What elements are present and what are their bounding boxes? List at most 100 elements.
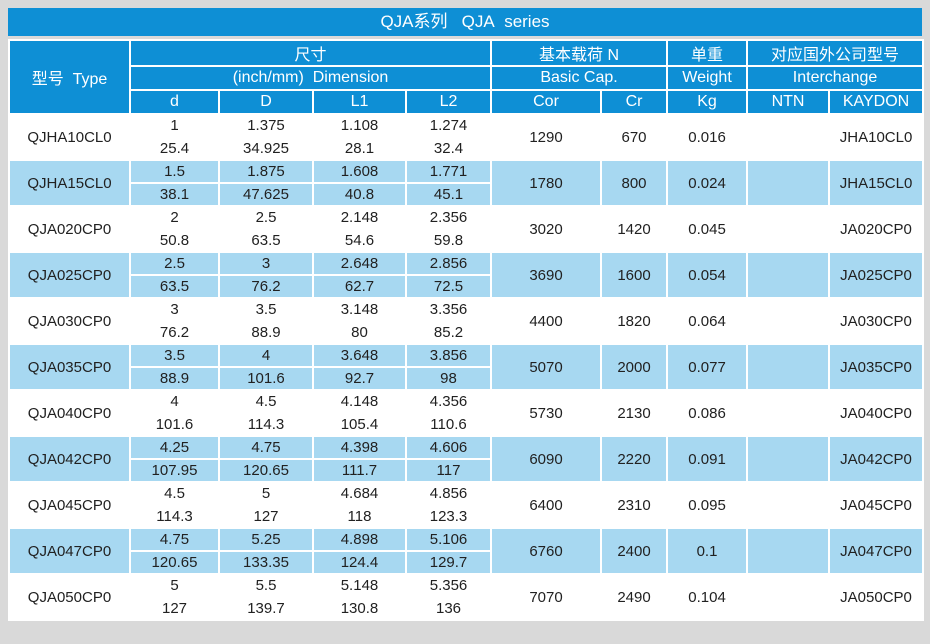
cell-cor: 4400 — [490, 297, 603, 345]
table-row-mm: 38.1 47.625 40.8 45.1 — [9, 182, 923, 207]
cell-L2-inch: 5.106 — [404, 527, 493, 552]
cell-d-mm: 101.6 — [129, 412, 220, 437]
cell-cor: 6090 — [490, 435, 603, 483]
cell-L2-inch: 5.356 — [404, 573, 493, 598]
cell-cor: 7070 — [490, 573, 603, 621]
table-row: QJA042CP0 4.25 4.75 4.398 4.606 6090 2220 0.091… — [8, 435, 925, 483]
cell-type: QJA045CP0 — [8, 481, 131, 529]
cell-L1-inch: 1.608 — [312, 159, 407, 184]
cell-type: QJA050CP0 — [8, 573, 131, 621]
header-dimension-cn: 尺寸 — [128, 39, 493, 67]
cell-ntn — [746, 481, 831, 529]
cell-type: QJA035CP0 — [8, 343, 131, 391]
cell-cr: 1420 — [600, 205, 669, 253]
cell-type: QJA047CP0 — [8, 527, 131, 575]
cell-type: QJA030CP0 — [8, 297, 131, 345]
cell-D-mm: 120.65 — [218, 458, 314, 483]
cell-L1-inch: 4.398 — [312, 435, 407, 460]
cell-cr: 2000 — [600, 343, 669, 391]
cell-d-mm: 63.5 — [129, 274, 220, 299]
cell-L1-mm: 92.7 — [312, 366, 407, 391]
table-row: QJA045CP0 4.5 5 4.684 4.856 6400 2310 0.095 JA04… — [8, 481, 925, 529]
header-weight-cn: 单重 — [666, 39, 749, 67]
cell-D-inch: 1.375 — [218, 113, 314, 138]
cell-D-inch: 3 — [218, 251, 314, 276]
cell-d-inch: 4.75 — [129, 527, 220, 552]
cell-L1-mm: 80 — [312, 320, 407, 345]
cell-L1-inch: 3.148 — [312, 297, 407, 322]
series-title: QJA系列 QJA series — [380, 12, 550, 31]
cell-L2-inch: 2.856 — [404, 251, 493, 276]
cell-L2-inch: 1.274 — [404, 113, 493, 138]
cell-L1-inch: 4.898 — [312, 527, 407, 552]
cell-D-mm: 101.6 — [218, 366, 314, 391]
cell-cor: 1290 — [490, 113, 603, 161]
cell-kg: 0.054 — [666, 251, 749, 299]
cell-cr: 2130 — [600, 389, 669, 437]
cell-D-mm: 63.5 — [218, 228, 314, 253]
cell-kaydon: JA035CP0 — [828, 343, 925, 391]
cell-cor: 1780 — [490, 159, 603, 207]
header-col-cor: Cor — [490, 89, 603, 115]
cell-D-mm: 127 — [218, 504, 314, 529]
cell-kg: 0.086 — [666, 389, 749, 437]
cell-D-inch: 1.875 — [218, 159, 314, 184]
cell-d-inch: 1 — [129, 113, 220, 138]
cell-kg: 0.064 — [666, 297, 749, 345]
cell-D-inch: 3.5 — [218, 297, 314, 322]
cell-L1-inch: 2.648 — [312, 251, 407, 276]
cell-cor: 3690 — [490, 251, 603, 299]
header-weight-en: Weight — [666, 65, 749, 91]
cell-L1-mm: 124.4 — [312, 550, 407, 575]
cell-d-mm: 127 — [129, 596, 220, 621]
cell-ntn — [746, 527, 831, 575]
cell-D-inch: 4.5 — [218, 389, 314, 414]
cell-d-mm: 76.2 — [129, 320, 220, 345]
series-title-bar: QJA系列 QJA series — [8, 8, 922, 36]
header-basic-cap-cn: 基本载荷 N — [490, 39, 669, 67]
cell-D-inch: 2.5 — [218, 205, 314, 230]
header-col-D: D — [218, 89, 314, 115]
cell-d-inch: 2 — [129, 205, 220, 230]
spec-table: 型号 Type 尺寸 基本载荷 N 单重 对应国外公司型号 (inch/mm) … — [8, 39, 925, 621]
header-col-ntn: NTN — [746, 89, 831, 115]
cell-d-mm: 50.8 — [129, 228, 220, 253]
cell-d-inch: 4.25 — [129, 435, 220, 460]
table-row-mm: 120.65 133.35 124.4 129.7 — [9, 550, 923, 575]
cell-kaydon: JA040CP0 — [828, 389, 925, 437]
table-row-mm: 101.6 114.3 105.4 110.6 — [9, 412, 923, 437]
table-row-mm: 63.5 76.2 62.7 72.5 — [9, 274, 923, 299]
cell-L2-mm: 110.6 — [404, 412, 493, 437]
cell-L2-inch: 1.771 — [404, 159, 493, 184]
cell-kg: 0.1 — [666, 527, 749, 575]
table-row-mm: 50.8 63.5 54.6 59.8 — [9, 228, 923, 253]
cell-d-inch: 4 — [129, 389, 220, 414]
table-row: QJA047CP0 4.75 5.25 4.898 5.106 6760 2400 0.1 JA… — [8, 527, 925, 575]
cell-L1-mm: 28.1 — [312, 136, 407, 161]
cell-L2-inch: 3.856 — [404, 343, 493, 368]
table-row-mm: 76.2 88.9 80 85.2 — [9, 320, 923, 345]
table-row-mm: 88.9 101.6 92.7 98 — [9, 366, 923, 391]
table-row: QJA020CP0 2 2.5 2.148 2.356 3020 1420 0.045 JA02… — [8, 205, 925, 253]
cell-type: QJA020CP0 — [8, 205, 131, 253]
cell-kaydon: JA050CP0 — [828, 573, 925, 621]
cell-cr: 670 — [600, 113, 669, 161]
header-basic-cap-en: Basic Cap. — [490, 65, 669, 91]
cell-L1-inch: 2.148 — [312, 205, 407, 230]
cell-type: QJA025CP0 — [8, 251, 131, 299]
cell-L2-mm: 32.4 — [404, 136, 493, 161]
cell-L2-mm: 85.2 — [404, 320, 493, 345]
cell-D-inch: 5 — [218, 481, 314, 506]
cell-D-mm: 34.925 — [218, 136, 314, 161]
cell-kg: 0.104 — [666, 573, 749, 621]
cell-D-mm: 76.2 — [218, 274, 314, 299]
cell-kaydon: JA030CP0 — [828, 297, 925, 345]
table-row-mm: 114.3 127 118 123.3 — [9, 504, 923, 529]
cell-L2-mm: 98 — [404, 366, 493, 391]
header-col-kaydon: KAYDON — [828, 89, 925, 115]
cell-D-inch: 4.75 — [218, 435, 314, 460]
header-col-d: d — [129, 89, 220, 115]
cell-cr: 2310 — [600, 481, 669, 529]
cell-kaydon: JHA15CL0 — [828, 159, 925, 207]
header-col-kg: Kg — [666, 89, 749, 115]
